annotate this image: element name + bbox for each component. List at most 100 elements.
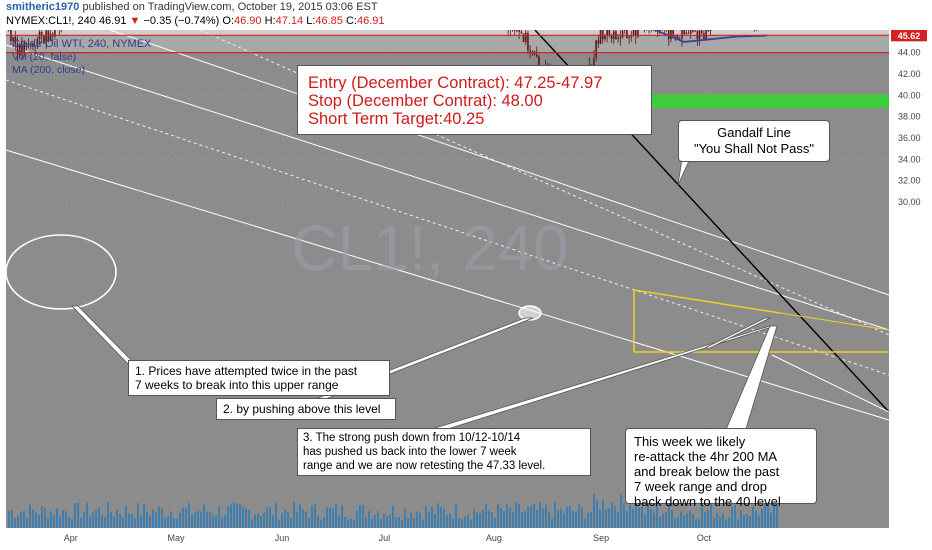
volume-bar — [110, 511, 112, 528]
volume-bar — [743, 514, 745, 528]
x-tick-label: Sep — [593, 533, 609, 543]
volume-bar — [749, 515, 751, 528]
volume-bar — [527, 507, 529, 528]
candle-body — [27, 43, 30, 46]
high-value: 47.14 — [275, 15, 304, 27]
volume-bar — [521, 512, 523, 528]
legend-volume[interactable]: Vol (20, false) — [12, 51, 77, 63]
volume-bar — [599, 509, 601, 528]
volume-bar — [251, 519, 253, 528]
volume-bar — [677, 517, 679, 528]
volume-bar — [209, 512, 211, 528]
volume-bar — [614, 506, 616, 528]
candle-body — [637, 30, 639, 37]
volume-bar — [770, 513, 772, 528]
volume-bar — [695, 519, 697, 528]
volume-bar — [353, 519, 355, 528]
volume-bar — [341, 505, 343, 528]
highlight-ellipse — [5, 234, 117, 310]
volume-bar — [701, 506, 703, 528]
volume-bar — [188, 502, 190, 528]
volume-bar — [236, 503, 238, 528]
entry-line: Entry (December Contract): 47.25-47.97 — [308, 74, 603, 92]
candle-body — [29, 43, 32, 46]
author-link[interactable]: smitheric1970 — [6, 1, 80, 13]
note-4-forecast: This week we likely re-attack the 4hr 20… — [625, 428, 817, 509]
volume-bar — [170, 511, 172, 528]
volume-bar — [407, 518, 409, 528]
volume-bar — [131, 513, 133, 528]
volume-bar — [524, 511, 526, 528]
volume-bar — [176, 519, 178, 528]
candle-body — [520, 31, 523, 34]
volume-bar — [572, 510, 574, 528]
volume-bar — [14, 517, 16, 528]
volume-bar — [77, 502, 79, 528]
volume-bar — [746, 513, 748, 528]
volume-bar — [386, 515, 388, 528]
note-4-line-5: back down to the 40 level — [634, 494, 781, 509]
note-4-line-2: re-attack the 4hr 200 MA — [634, 449, 778, 464]
volume-bar — [479, 513, 481, 528]
volume-bar — [686, 512, 688, 528]
volume-bar — [59, 517, 61, 528]
volume-bar — [470, 519, 472, 528]
volume-bar — [443, 508, 445, 528]
volume-bar — [257, 513, 259, 528]
candle-body — [43, 35, 45, 44]
time-axis-background — [6, 528, 889, 550]
candle-body — [707, 30, 710, 31]
volume-bar — [395, 517, 397, 528]
volume-bar — [332, 508, 334, 528]
volume-bar — [500, 508, 502, 528]
publish-info: smitheric1970 published on TradingView.c… — [6, 1, 378, 13]
candle-body — [527, 32, 529, 51]
volume-bar — [713, 518, 715, 528]
volume-bar — [185, 508, 187, 528]
note-1-line-1: 1. Prices have attempted twice in the pa… — [135, 364, 358, 378]
candle-body — [516, 30, 518, 31]
volume-bar — [404, 508, 406, 528]
volume-bar — [368, 511, 370, 528]
volume-bar — [671, 509, 673, 528]
volume-bar — [248, 510, 250, 528]
candle-body — [21, 45, 23, 54]
volume-bar — [260, 516, 262, 528]
volume-bar — [95, 510, 97, 528]
candle-body — [18, 45, 21, 55]
volume-bar — [350, 518, 352, 528]
legend-ma[interactable]: MA (200, close) — [12, 64, 85, 76]
volume-bar — [47, 518, 49, 528]
volume-bar — [17, 515, 19, 528]
volume-bar — [338, 515, 340, 528]
candle-body — [606, 30, 608, 37]
volume-bar — [434, 513, 436, 528]
volume-bar — [419, 512, 421, 528]
price-label-lower: 45.62 — [898, 31, 921, 41]
candle-body — [36, 38, 39, 47]
volume-bar — [23, 510, 25, 528]
volume-bar — [440, 507, 442, 528]
gandalf-quote: "You Shall Not Pass" — [693, 141, 815, 156]
volume-bar — [71, 519, 73, 528]
candle-body — [632, 30, 635, 36]
x-tick-label: May — [168, 533, 186, 543]
retest-marker-ellipse — [518, 305, 542, 321]
candle-body — [45, 30, 47, 44]
volume-bar — [197, 511, 199, 528]
volume-bar — [644, 514, 646, 528]
volume-bar — [35, 512, 37, 528]
x-tick-label: Aug — [486, 533, 502, 543]
volume-bar — [44, 508, 46, 528]
volume-bar — [590, 511, 592, 528]
volume-bar — [731, 506, 733, 528]
note-2: 2. by pushing above this level — [216, 398, 396, 420]
symbol-label: NYMEX:CL1!, 240 — [6, 15, 96, 27]
volume-bar — [716, 512, 718, 528]
candle-body — [698, 30, 701, 39]
volume-bar — [665, 512, 667, 528]
candle-body — [623, 30, 626, 31]
volume-bar — [242, 506, 244, 528]
volume-bar — [584, 519, 586, 528]
candle-body — [32, 43, 34, 46]
